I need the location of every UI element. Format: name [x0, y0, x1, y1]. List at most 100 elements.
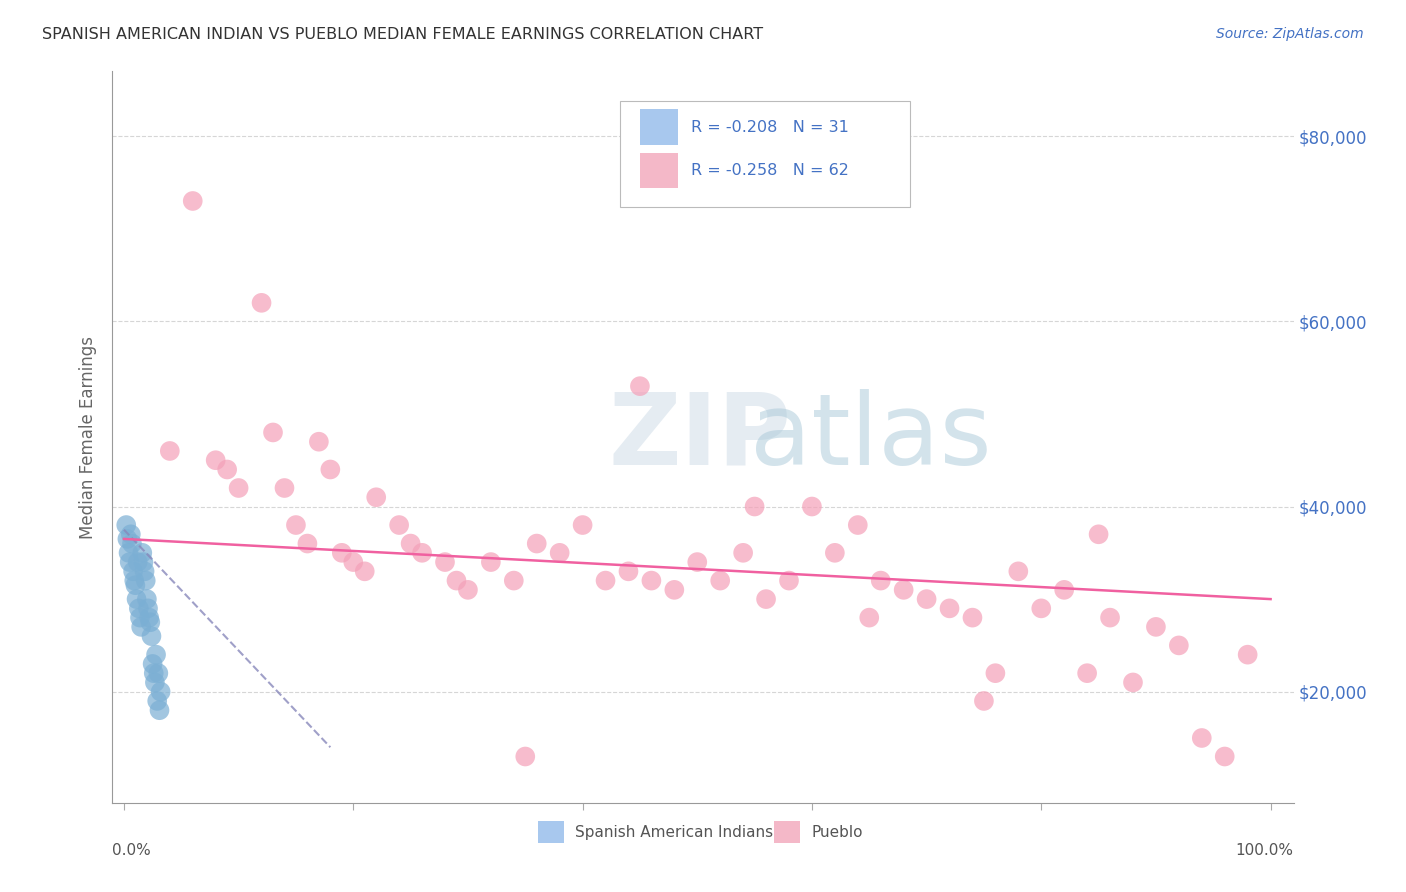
Point [181, 194, 204, 208]
Point [744, 500, 766, 514]
Point [1053, 582, 1076, 597]
Point [502, 574, 524, 588]
Point [755, 592, 778, 607]
Point [1099, 610, 1122, 624]
Point [124, 578, 146, 592]
Text: Source: ZipAtlas.com: Source: ZipAtlas.com [1216, 27, 1364, 41]
Point [131, 546, 153, 560]
Point [146, 694, 169, 708]
Point [204, 453, 226, 467]
Point [434, 555, 457, 569]
Point [984, 666, 1007, 681]
Point [664, 582, 686, 597]
Text: R = -0.258   N = 62: R = -0.258 N = 62 [692, 162, 849, 178]
Point [548, 546, 571, 560]
Point [595, 574, 617, 588]
Point [479, 555, 502, 569]
Point [142, 666, 165, 681]
Point [138, 610, 160, 624]
Point [342, 555, 364, 569]
Text: 0.0%: 0.0% [112, 843, 152, 858]
Point [262, 425, 284, 440]
Point [319, 462, 342, 476]
Point [308, 434, 330, 449]
Point [118, 555, 141, 569]
Point [250, 295, 273, 310]
Point [399, 536, 422, 550]
Point [457, 582, 479, 597]
Point [973, 694, 995, 708]
Point [122, 574, 145, 588]
Point [1031, 601, 1053, 615]
Point [148, 703, 170, 717]
Point [526, 536, 548, 550]
Point [1122, 675, 1144, 690]
Point [127, 555, 149, 569]
Point [1076, 666, 1098, 681]
Point [125, 592, 148, 607]
Point [297, 536, 319, 550]
Point [132, 555, 155, 569]
Point [858, 610, 880, 624]
Point [143, 675, 166, 690]
Point [962, 610, 984, 624]
Point [800, 500, 823, 514]
Point [628, 379, 651, 393]
Point [824, 546, 846, 560]
Point [149, 684, 172, 698]
Text: SPANISH AMERICAN INDIAN VS PUEBLO MEDIAN FEMALE EARNINGS CORRELATION CHART: SPANISH AMERICAN INDIAN VS PUEBLO MEDIAN… [42, 27, 763, 42]
Point [136, 601, 159, 615]
Point [640, 574, 662, 588]
FancyBboxPatch shape [773, 821, 800, 843]
Point [938, 601, 960, 615]
Point [145, 648, 167, 662]
Point [1007, 565, 1029, 579]
Point [115, 518, 138, 533]
Text: 100.0%: 100.0% [1236, 843, 1294, 858]
Text: atlas: atlas [751, 389, 991, 485]
Point [846, 518, 869, 533]
Point [893, 582, 915, 597]
Text: Spanish American Indians: Spanish American Indians [575, 824, 773, 839]
Point [709, 574, 731, 588]
Point [159, 444, 181, 458]
Point [1087, 527, 1109, 541]
Point [446, 574, 468, 588]
Point [122, 565, 145, 579]
Point [135, 574, 157, 588]
Point [142, 657, 165, 671]
Point [515, 749, 537, 764]
FancyBboxPatch shape [620, 101, 910, 207]
Point [117, 532, 139, 546]
Point [1236, 648, 1258, 662]
Point [1191, 731, 1213, 745]
Point [120, 527, 142, 541]
Point [733, 546, 755, 560]
Point [1167, 639, 1189, 653]
Point [686, 555, 709, 569]
Point [1144, 620, 1167, 634]
Point [134, 565, 156, 579]
Point [411, 546, 433, 560]
Point [129, 610, 152, 624]
Point [148, 666, 170, 681]
Point [330, 546, 353, 560]
Point [915, 592, 938, 607]
Point [117, 546, 139, 560]
Point [217, 462, 239, 476]
Point [617, 565, 640, 579]
FancyBboxPatch shape [640, 110, 678, 145]
FancyBboxPatch shape [537, 821, 564, 843]
Point [778, 574, 800, 588]
Y-axis label: Median Female Earnings: Median Female Earnings [79, 335, 97, 539]
Point [571, 518, 593, 533]
Text: ZIP: ZIP [609, 389, 792, 485]
Point [128, 601, 150, 615]
Text: R = -0.208   N = 31: R = -0.208 N = 31 [692, 120, 849, 136]
Point [141, 629, 163, 643]
Point [284, 518, 307, 533]
Point [139, 615, 162, 630]
Point [129, 620, 152, 634]
Text: Pueblo: Pueblo [811, 824, 863, 839]
Point [388, 518, 411, 533]
